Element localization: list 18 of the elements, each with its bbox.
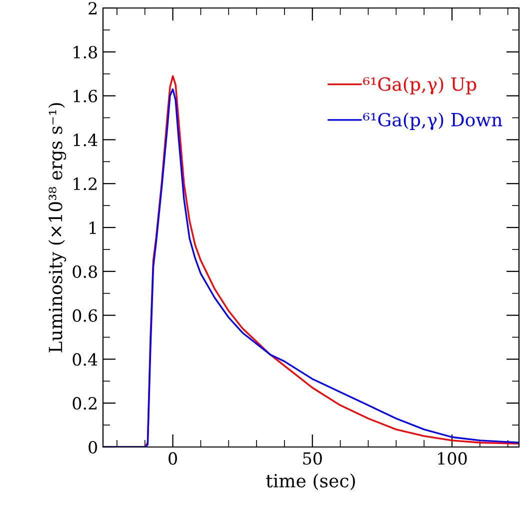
y-tick-label: 1.4 (74, 134, 98, 146)
y-tick-label: 0.6 (72, 309, 98, 322)
x-tick-label: 0 (168, 452, 177, 465)
y-tick-label: 0.8 (72, 265, 98, 278)
y-tick-label: 0.2 (72, 397, 97, 410)
y-tick-label: 0 (88, 440, 98, 454)
y-axis-title: Luminosity (×10³⁸ ergs s⁻¹) (48, 103, 66, 352)
y-tick-label: 0.4 (72, 353, 98, 366)
x-tick-label: 50 (303, 452, 322, 465)
x-tick-label: 100 (438, 452, 467, 465)
legend-label: ⁶¹Ga(p,γ) Up (363, 76, 476, 94)
x-axis-title: time (sec) (266, 474, 355, 490)
y-tick-label: 2 (88, 2, 97, 14)
y-tick-label: 1.2 (74, 178, 97, 190)
y-tick-label: 1.8 (74, 46, 98, 58)
y-tick-label: 1.6 (74, 90, 98, 102)
legend-label: ⁶¹Ga(p,γ) Down (363, 112, 502, 130)
y-tick-label: 1 (90, 221, 96, 234)
